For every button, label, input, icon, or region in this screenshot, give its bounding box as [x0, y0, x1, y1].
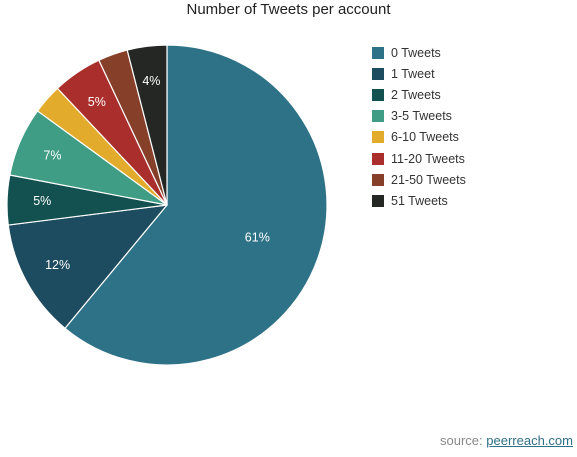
legend-label: 0 Tweets [391, 45, 441, 60]
legend-item-1-tweet: 1 Tweet [372, 63, 466, 84]
legend-item-21-50-tweets: 21-50 Tweets [372, 169, 466, 190]
chart-title: Number of Tweets per account [186, 1, 391, 18]
legend-item-0-tweets: 0 Tweets [372, 42, 466, 63]
legend-item-11-20-tweets: 11-20 Tweets [372, 148, 466, 169]
legend-item-6-10-tweets: 6-10 Tweets [372, 127, 466, 148]
legend-label: 3-5 Tweets [391, 109, 452, 124]
source-credit: source: peerreach.com [440, 433, 573, 448]
legend-label: 1 Tweet [391, 66, 435, 81]
legend-item-3-5-tweets: 3-5 Tweets [372, 106, 466, 127]
legend-label: 21-50 Tweets [391, 172, 466, 187]
pie-slice-0-tweets [64, 44, 328, 366]
legend-swatch [372, 152, 384, 165]
legend-swatch [372, 131, 384, 144]
legend-item-51-tweets: 51 Tweets [372, 190, 466, 211]
pie-slice-51-tweets [126, 44, 168, 206]
legend-label: 2 Tweets [391, 87, 441, 102]
slice-label-2-tweets: 5% [33, 194, 51, 208]
slice-label-1-tweet: 12% [45, 258, 70, 272]
pie-slice-1-tweet [7, 204, 168, 329]
legend: 0 Tweets 1 Tweet 2 Tweets 3-5 Tweets 6-10 Tw… [372, 42, 466, 212]
source-prefix: source: [440, 433, 483, 448]
legend-label: 6-10 Tweets [391, 130, 459, 145]
source-link[interactable]: peerreach.com [486, 433, 573, 448]
legend-label: 51 Tweets [391, 193, 448, 208]
slice-label-3-5-tweets: 7% [43, 148, 61, 162]
legend-swatch [372, 194, 384, 207]
slice-label-0-tweets: 61% [245, 231, 270, 245]
legend-item-2-tweets: 2 Tweets [372, 84, 466, 105]
legend-swatch [372, 110, 384, 123]
slice-label-51-tweets: 4% [142, 74, 160, 88]
legend-swatch [372, 46, 384, 59]
legend-label: 11-20 Tweets [391, 151, 465, 166]
legend-swatch [372, 173, 384, 186]
slice-label-11-20-tweets: 5% [88, 95, 106, 109]
legend-swatch [372, 88, 384, 101]
legend-swatch [372, 67, 384, 80]
